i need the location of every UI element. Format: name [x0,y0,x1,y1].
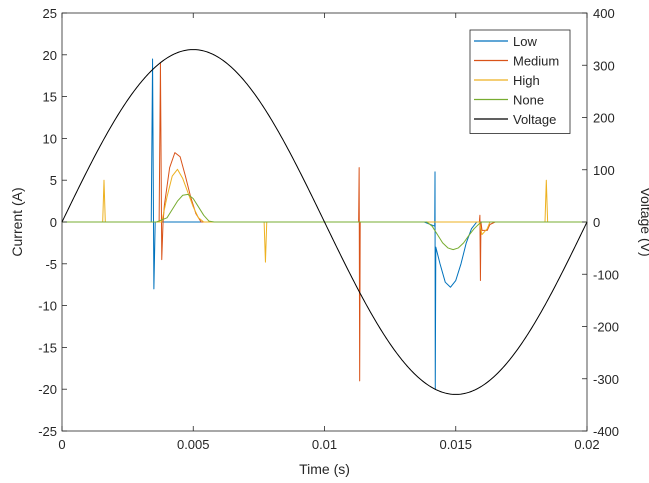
x-tick-label: 0.01 [312,437,337,452]
axis-ticks: 0 0.005 0.01 0.015 0.02 25 20 15 10 5 0 -5 -10 -15 -20… [38,6,619,452]
x-axis-label: Time (s) [299,461,350,477]
y-left-tick-label: -15 [38,340,57,355]
y-right-tick-label: -400 [593,424,619,439]
y-axis-right-label: Voltage (V) [638,187,649,256]
plot-series [61,49,588,395]
y-left-tick-label: 0 [50,215,57,230]
y-right-tick-label: 300 [593,58,615,73]
x-tick-label: 0.015 [439,437,472,452]
axis-labels: Time (s) Current (A) Voltage (V) [9,187,649,477]
y-right-tick-label: -300 [593,372,619,387]
y-right-tick-label: -200 [593,320,619,335]
y-left-tick-label: -5 [45,257,57,272]
legend-label-high: High [513,73,540,88]
y-right-tick-label: -100 [593,267,619,282]
legend-label-medium: Medium [513,54,559,69]
legend-box [469,29,571,134]
y-right-tick-label: 400 [593,6,615,21]
y-axis-left-label: Current (A) [9,187,25,256]
y-left-tick-label: 5 [50,173,57,188]
y-left-tick-label: 20 [43,48,57,63]
legend-label-low: Low [513,34,537,49]
y-right-tick-label: 100 [593,163,615,178]
y-left-tick-label: -25 [38,424,57,439]
y-left-tick-label: -10 [38,299,57,314]
y-left-tick-label: 25 [43,6,57,21]
y-left-tick-label: 10 [43,131,57,146]
y-left-tick-label: 15 [43,90,57,105]
series-line-none [62,193,587,251]
x-tick-label: 0.005 [177,437,210,452]
y-left-tick-label: -20 [38,382,57,397]
chart-legend: Low Medium High None Voltage [469,29,571,134]
x-tick-label: 0 [58,437,65,452]
legend-label-voltage: Voltage [513,112,556,127]
series-line-low [62,58,587,390]
x-tick-label: 0.02 [574,437,599,452]
y-right-tick-label: 0 [593,215,600,230]
legend-label-none: None [513,93,544,108]
series-line-voltage [61,49,588,395]
y-right-tick-label: 200 [593,111,615,126]
